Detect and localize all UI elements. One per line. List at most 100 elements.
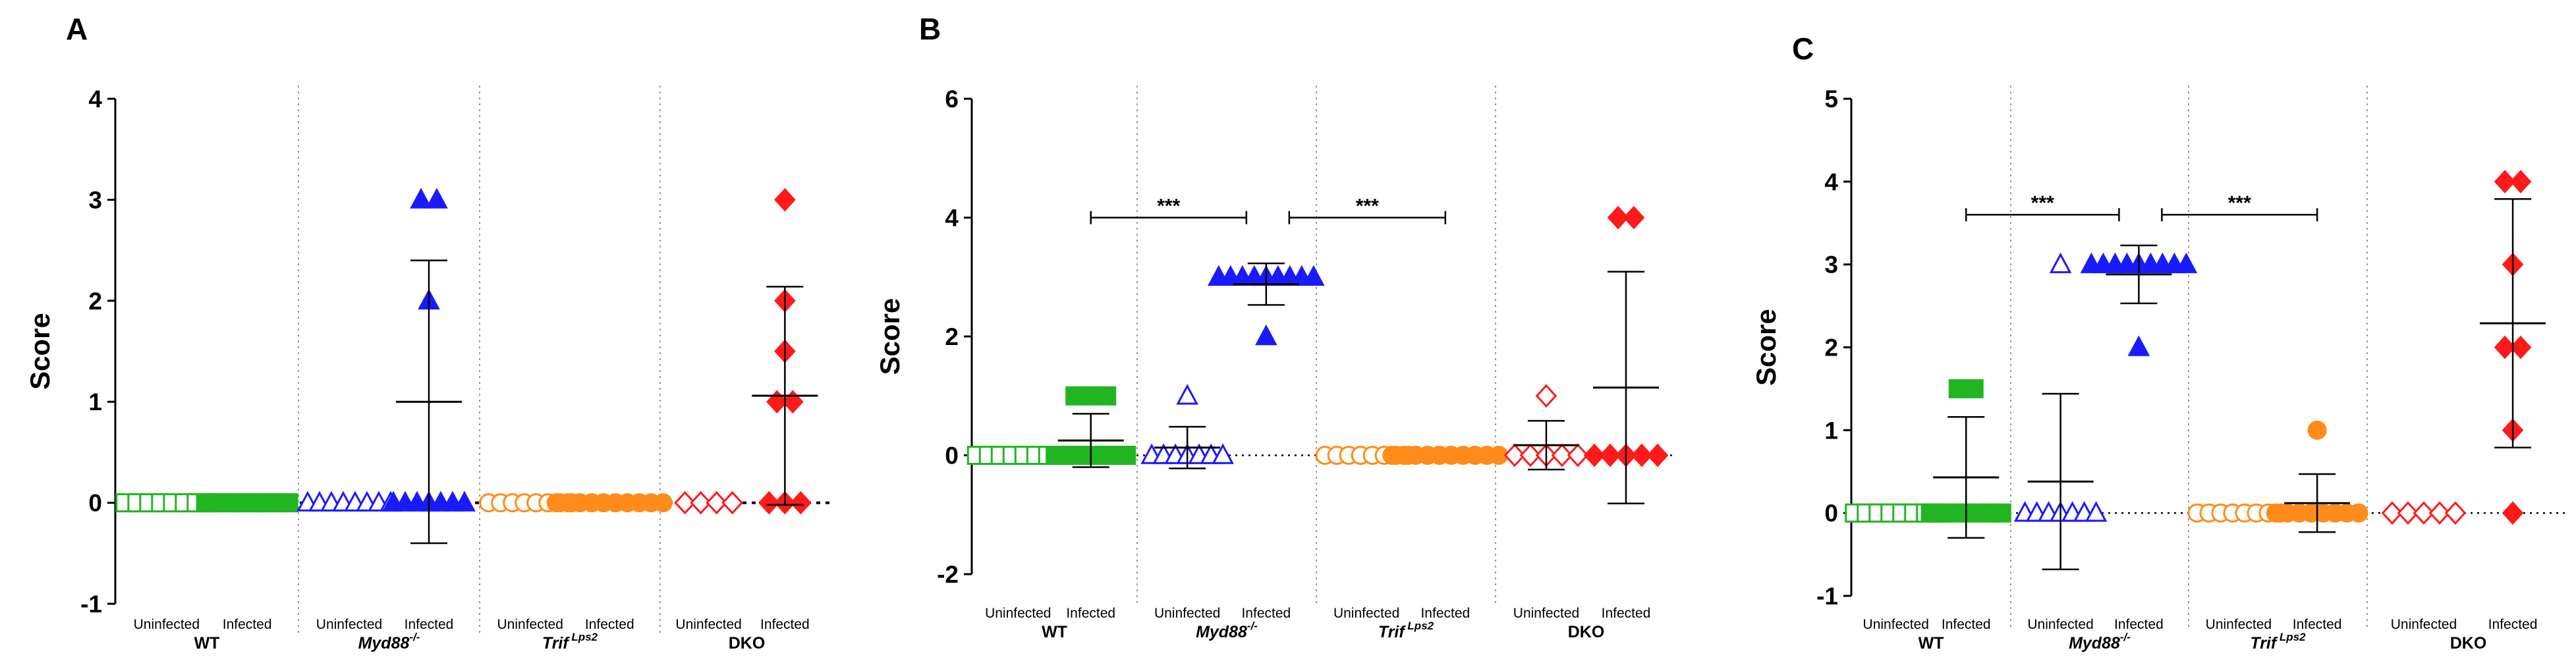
panel-letter: B — [919, 12, 941, 46]
data-point-diamond — [2494, 335, 2516, 360]
data-point-diamond — [1599, 443, 1621, 467]
x-label-infected: Infected — [1942, 617, 1991, 632]
data-point-triangle — [2127, 335, 2150, 356]
data-point-diamond — [2509, 335, 2532, 360]
y-tick-label: 4 — [1824, 169, 1838, 196]
y-axis-label: Score — [24, 313, 55, 390]
significance-label: *** — [1356, 196, 1379, 217]
panel-c: C -1 0 1 2 3 4 5 Score Uninfected Infected Uninfect… — [1750, 32, 2569, 653]
x-label-infected: Infected — [223, 617, 272, 632]
data-point-diamond — [782, 390, 804, 414]
y-tick-label: 4 — [945, 205, 959, 232]
data-point-circle — [2349, 503, 2368, 523]
data-point-diamond — [2494, 170, 2516, 194]
x-label-uninfected: Uninfected — [1863, 617, 1929, 632]
data-point-diamond — [706, 491, 727, 515]
y-tick-label: 3 — [88, 186, 102, 213]
x-label-infected: Infected — [405, 617, 454, 632]
data-point-circle — [2307, 420, 2327, 440]
data-point-triangle — [2085, 501, 2108, 522]
data-point-diamond — [1535, 384, 1557, 408]
data-point-square — [1964, 379, 1984, 398]
y-axis-label: Score — [874, 298, 905, 375]
x-label-uninfected: Uninfected — [497, 617, 563, 632]
data-point-triangle — [2049, 252, 2072, 273]
x-label-uninfected: Uninfected — [675, 617, 741, 632]
data-point-triangle — [1302, 265, 1325, 286]
panel-b: B -2 0 2 4 6 Score Uninfected Infected Uninfected… — [874, 12, 1677, 641]
y-tick-label: 1 — [88, 388, 102, 415]
x-label-infected: Infected — [2293, 617, 2342, 632]
x-label-infected: Infected — [2114, 617, 2164, 632]
x-label-infected: Infected — [2488, 617, 2538, 632]
data-point-diamond — [1583, 443, 1606, 467]
data-point-diamond — [721, 491, 743, 515]
y-tick-label: 0 — [88, 490, 102, 517]
data-point-diamond — [2509, 170, 2532, 194]
y-tick-label: -1 — [1816, 583, 1838, 610]
data-point-diamond — [1623, 205, 1645, 230]
data-point-diamond — [2413, 501, 2435, 525]
y-tick-label: -2 — [937, 561, 959, 588]
group-label-dko: DKO — [2450, 634, 2487, 653]
data-point-triangle — [410, 188, 432, 209]
x-label-uninfected: Uninfected — [316, 617, 382, 632]
data-point-square — [1097, 386, 1117, 406]
group-label-dko: DKO — [729, 634, 766, 653]
group-label-wt: WT — [194, 634, 220, 653]
y-axis-label: Score — [1750, 309, 1781, 386]
x-label-infected: Infected — [1241, 606, 1291, 621]
y-tick-label: 5 — [1824, 86, 1838, 113]
data-point-triangle — [2175, 252, 2198, 273]
data-point-diamond — [2502, 501, 2524, 525]
data-point-diamond — [2397, 501, 2419, 525]
data-point-diamond — [2444, 501, 2467, 525]
group-label-trif: Trif Lps2 — [1378, 620, 1434, 641]
y-tick-label: 2 — [88, 288, 102, 315]
data-point-diamond — [690, 491, 712, 515]
data-point-diamond — [1519, 443, 1542, 467]
y-tick-label: 2 — [1824, 334, 1838, 361]
data-point-square — [279, 493, 298, 513]
x-label-infected: Infected — [585, 617, 634, 632]
significance-label: *** — [1157, 196, 1180, 217]
group-label-myd88: Myd88-/- — [358, 631, 420, 653]
data-point-triangle — [453, 491, 476, 512]
group-label-trif: Trif Lps2 — [542, 631, 598, 653]
significance-label: *** — [2031, 192, 2054, 214]
data-point-square — [1117, 446, 1136, 465]
group-label-trif: Trif Lps2 — [2250, 631, 2306, 653]
group-label-dko: DKO — [1568, 623, 1605, 641]
data-point-diamond — [1646, 443, 1669, 467]
data-point-triangle — [426, 188, 448, 209]
y-tick-label: 6 — [945, 86, 959, 113]
data-point-diamond — [1503, 443, 1526, 467]
significance-label: *** — [2228, 192, 2251, 214]
data-point-square — [1065, 386, 1085, 406]
data-point-triangle — [1255, 324, 1277, 346]
data-point-diamond — [2381, 501, 2403, 525]
y-tick-label: 0 — [945, 442, 959, 469]
data-point-diamond — [1631, 443, 1653, 467]
x-label-uninfected: Uninfected — [2027, 617, 2093, 632]
data-point-diamond — [1567, 443, 1589, 467]
data-point-diamond — [1551, 443, 1573, 467]
x-label-uninfected: Uninfected — [2391, 617, 2457, 632]
data-point-square — [1992, 503, 2011, 523]
x-label-uninfected: Uninfected — [1333, 606, 1399, 621]
data-point-diamond — [758, 491, 780, 515]
group-label-myd88: Myd88-/- — [2069, 631, 2131, 653]
data-point-circle — [653, 493, 673, 513]
group-label-myd88: Myd88-/- — [1196, 620, 1258, 641]
x-label-uninfected: Uninfected — [2206, 617, 2272, 632]
y-tick-label: 3 — [1824, 252, 1838, 279]
panel-letter: A — [66, 12, 88, 46]
data-point-triangle — [1212, 443, 1234, 464]
group-label-wt: WT — [1918, 634, 1944, 653]
panel-a: A -1 0 1 2 3 4 Score Uninfected Infected Uninfecte… — [24, 12, 833, 653]
y-tick-label: -1 — [80, 591, 102, 618]
data-point-diamond — [2428, 501, 2451, 525]
x-label-infected: Infected — [1066, 606, 1115, 621]
group-label-wt: WT — [1042, 623, 1067, 641]
